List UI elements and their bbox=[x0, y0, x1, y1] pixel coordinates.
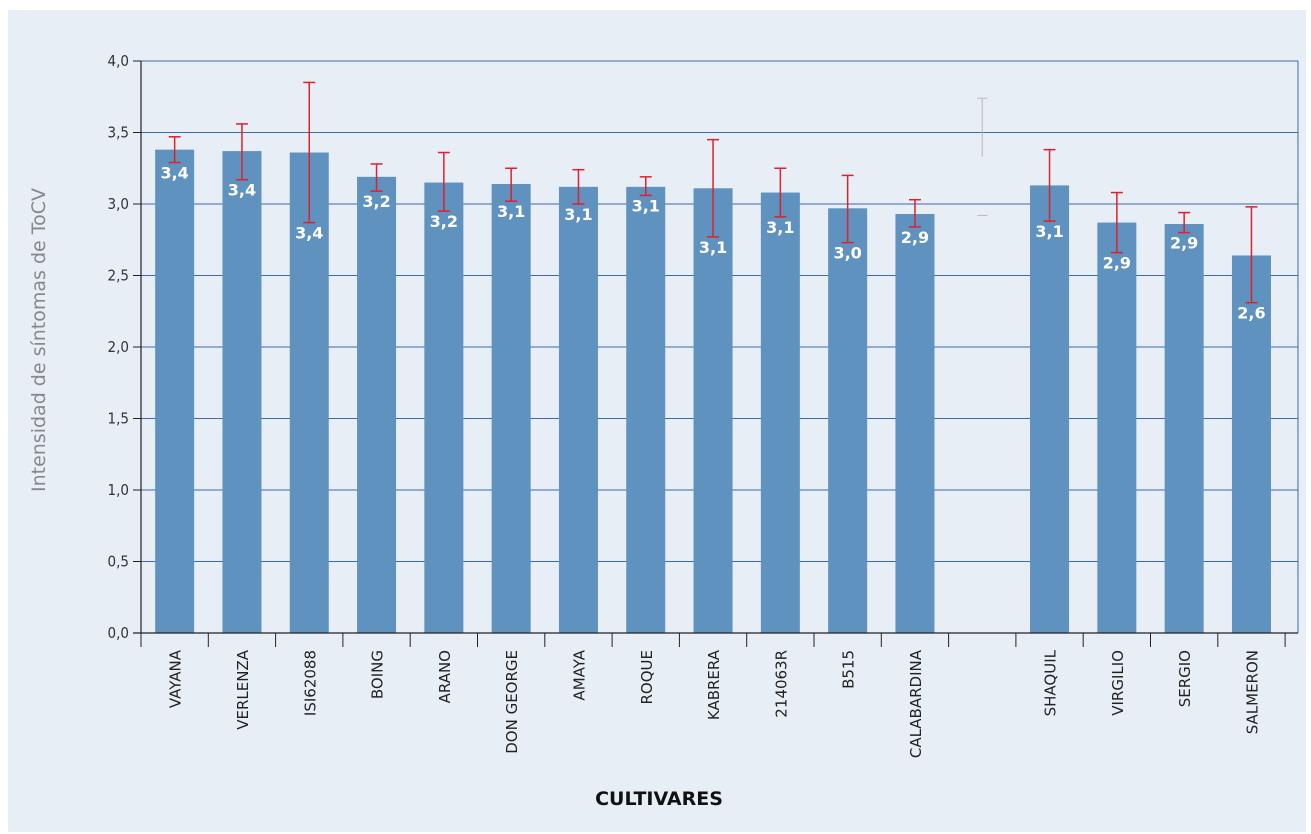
bar bbox=[491, 183, 531, 634]
bar bbox=[1030, 185, 1070, 633]
x-tick-label: SHAQUIL bbox=[1042, 649, 1060, 716]
data-label: 3,2 bbox=[430, 212, 458, 231]
bar bbox=[626, 186, 666, 633]
bar bbox=[357, 176, 397, 633]
y-tick-label: 4,0 bbox=[108, 52, 129, 70]
bar bbox=[1097, 222, 1137, 633]
x-tick-label: 214063R bbox=[772, 650, 790, 718]
data-label: 3,4 bbox=[295, 224, 323, 243]
bar bbox=[693, 188, 733, 633]
x-tick-label: B515 bbox=[840, 650, 858, 689]
data-label: 3,1 bbox=[564, 205, 592, 224]
y-tick-label: 1,5 bbox=[108, 410, 129, 428]
x-tick-label: SERGIO bbox=[1176, 650, 1194, 707]
x-tick-label: ARANO bbox=[436, 650, 454, 703]
axis-layer bbox=[133, 60, 1298, 647]
bar-chart: 0,0 0,5 1,0 1,5 2,0 2,5 3,0 3,5 4,0 3,4 VAYANA 3,4 V… bbox=[28, 52, 1299, 810]
bar bbox=[289, 152, 329, 633]
y-tick-label: 1,0 bbox=[108, 481, 129, 499]
data-label: 3,4 bbox=[228, 181, 256, 200]
y-tick-label: 3,5 bbox=[108, 124, 129, 142]
bar bbox=[155, 149, 195, 633]
data-label: 2,9 bbox=[1170, 234, 1198, 253]
x-tick-label: BOING bbox=[369, 650, 387, 699]
y-tick-label: 0,0 bbox=[108, 624, 129, 642]
bar-layer bbox=[155, 81, 1271, 634]
bar bbox=[760, 192, 800, 633]
bar bbox=[222, 151, 262, 633]
data-label: 2,9 bbox=[901, 228, 929, 247]
bar bbox=[558, 186, 598, 633]
x-tick-label: VAYANA bbox=[167, 649, 185, 708]
label-layer: 0,0 0,5 1,0 1,5 2,0 2,5 3,0 3,5 4,0 3,4 VAYANA 3,4 V… bbox=[108, 52, 1266, 758]
bar bbox=[1164, 224, 1204, 633]
y-tick-label: 2,5 bbox=[108, 267, 129, 285]
bar bbox=[828, 208, 868, 634]
x-axis-title: CULTIVARES bbox=[595, 788, 723, 810]
data-label: 3,1 bbox=[699, 238, 727, 257]
bar bbox=[895, 214, 935, 633]
data-label: 3,4 bbox=[160, 164, 188, 183]
chart-panel: 0,0 0,5 1,0 1,5 2,0 2,5 3,0 3,5 4,0 3,4 VAYANA 3,4 V… bbox=[8, 10, 1306, 832]
y-tick-label: 0,5 bbox=[108, 553, 129, 571]
x-tick-label: KABRERA bbox=[705, 649, 723, 720]
x-tick-label: ROQUE bbox=[638, 650, 656, 705]
x-tick-label: AMAYA bbox=[570, 649, 588, 700]
y-tick-label: 3,0 bbox=[108, 195, 129, 213]
data-label: 3,1 bbox=[766, 218, 794, 237]
data-label: 3,1 bbox=[632, 196, 660, 215]
data-label: 2,6 bbox=[1237, 304, 1265, 323]
y-axis-title: Intensidad de síntomas de ToCV bbox=[28, 188, 50, 492]
bar bbox=[1231, 255, 1271, 634]
data-label: 3,1 bbox=[1035, 222, 1063, 241]
y-tick-label: 2,0 bbox=[108, 338, 129, 356]
data-label: 3,0 bbox=[833, 244, 861, 263]
data-label: 2,9 bbox=[1103, 254, 1131, 273]
data-label: 3,2 bbox=[362, 192, 390, 211]
x-tick-label: ISI62088 bbox=[301, 650, 319, 716]
x-tick-label: CALABARDINA bbox=[907, 649, 925, 758]
x-tick-label: SALMERON bbox=[1243, 650, 1261, 734]
x-tick-label: VERLENZA bbox=[234, 649, 252, 729]
x-tick-label: DON GEORGE bbox=[503, 650, 521, 754]
data-label: 3,1 bbox=[497, 202, 525, 221]
x-tick-label: VIRGILIO bbox=[1109, 650, 1127, 716]
bar bbox=[424, 182, 464, 634]
